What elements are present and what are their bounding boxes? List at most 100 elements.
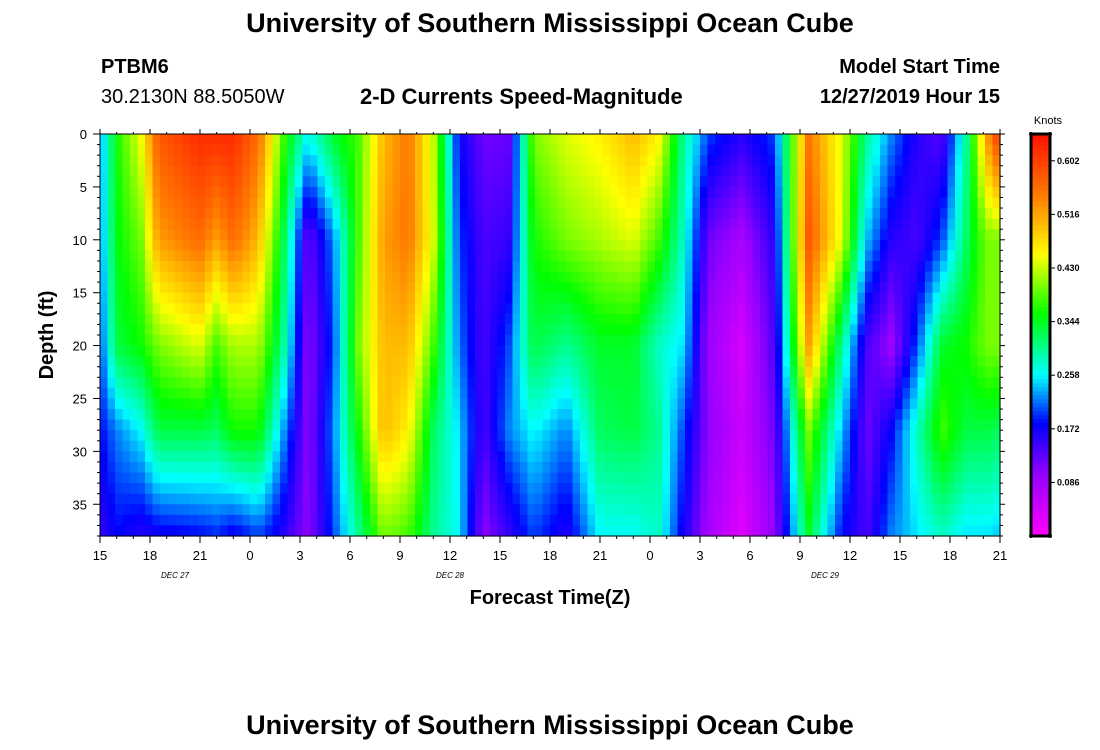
heatmap-cell <box>962 493 971 505</box>
heatmap-cell <box>415 292 424 304</box>
heatmap-cell <box>137 292 146 304</box>
heatmap-cell <box>130 345 139 357</box>
heatmap-cell <box>602 419 611 431</box>
heatmap-cell <box>565 398 574 410</box>
heatmap-cell <box>422 504 431 516</box>
heatmap-cell <box>362 461 371 474</box>
heatmap-cell <box>662 398 671 410</box>
heatmap-cell <box>677 271 686 283</box>
heatmap-cell <box>152 229 161 241</box>
heatmap-cell <box>340 483 349 495</box>
heatmap-cell <box>422 387 431 400</box>
heatmap-cell <box>340 271 349 283</box>
heatmap-cell <box>415 366 424 378</box>
heatmap-cell <box>587 271 596 283</box>
heatmap-cell <box>407 250 416 262</box>
heatmap-cell <box>452 134 461 146</box>
heatmap-cell <box>797 514 806 527</box>
heatmap-cell <box>955 186 964 199</box>
heatmap-cell <box>782 419 791 431</box>
heatmap-cell <box>475 398 484 410</box>
heatmap-cell <box>565 313 574 326</box>
heatmap-cell <box>287 271 296 283</box>
heatmap-cell <box>190 525 199 537</box>
heatmap-cell <box>520 292 529 304</box>
heatmap-cell <box>152 525 161 537</box>
heatmap-cell <box>242 134 251 146</box>
heatmap-cell <box>332 313 341 326</box>
heatmap-cell <box>130 229 139 241</box>
heatmap-cell <box>805 186 814 199</box>
heatmap-cell <box>385 176 394 188</box>
heatmap-cell <box>850 409 859 421</box>
heatmap-cell <box>632 472 641 484</box>
heatmap-cell <box>775 239 784 251</box>
heatmap-cell <box>655 134 664 146</box>
heatmap-cell <box>580 419 589 431</box>
heatmap-cell <box>917 282 926 294</box>
heatmap-cell <box>760 144 769 156</box>
heatmap-cell <box>310 430 319 442</box>
heatmap-cell <box>827 483 836 495</box>
heatmap-cell <box>602 282 611 294</box>
heatmap-cell <box>737 377 746 389</box>
heatmap-cell <box>340 229 349 241</box>
heatmap-cell <box>430 239 439 251</box>
heatmap-cell <box>400 292 409 304</box>
heatmap-cell <box>745 430 754 442</box>
heatmap-cell <box>707 525 716 537</box>
heatmap-cell <box>902 493 911 505</box>
heatmap-cell <box>940 345 949 357</box>
heatmap-cell <box>872 356 881 368</box>
heatmap-cell <box>317 324 326 336</box>
heatmap-cell <box>737 134 746 146</box>
heatmap-cell <box>925 218 934 230</box>
heatmap-cell <box>550 430 559 442</box>
heatmap-cell <box>527 250 536 262</box>
heatmap-cell <box>175 356 184 368</box>
heatmap-cell <box>535 303 544 315</box>
heatmap-cell <box>490 229 499 241</box>
heatmap-cell <box>572 430 581 442</box>
heatmap-cell <box>445 197 454 209</box>
heatmap-cell <box>400 430 409 442</box>
heatmap-cell <box>175 430 184 442</box>
heatmap-cell <box>977 218 986 230</box>
x-tick-label: 21 <box>593 548 607 563</box>
heatmap-cell <box>715 472 724 484</box>
heatmap-cell <box>325 483 334 495</box>
heatmap-cell <box>197 483 206 495</box>
colorbar-segment <box>1031 415 1050 421</box>
heatmap-cell <box>827 472 836 484</box>
heatmap-cell <box>647 356 656 368</box>
heatmap-cell <box>250 345 259 357</box>
heatmap-cell <box>865 335 874 347</box>
heatmap-cell <box>400 504 409 516</box>
heatmap-cell <box>385 430 394 442</box>
heatmap-cell <box>797 165 806 177</box>
heatmap-cell <box>707 430 716 442</box>
heatmap-cell <box>407 208 416 220</box>
heatmap-cell <box>947 176 956 188</box>
heatmap-cell <box>730 504 739 516</box>
heatmap-cell <box>145 282 154 294</box>
heatmap-cell <box>122 165 131 177</box>
heatmap-cell <box>542 239 551 251</box>
heatmap-cell <box>175 208 184 220</box>
heatmap-cell <box>115 440 124 452</box>
heatmap-cell <box>325 377 334 389</box>
heatmap-cell <box>197 440 206 452</box>
heatmap-cell <box>610 218 619 230</box>
heatmap-cell <box>872 282 881 294</box>
heatmap-cell <box>692 335 701 347</box>
heatmap-cell <box>167 430 176 442</box>
heatmap-cell <box>317 197 326 209</box>
heatmap-cell <box>820 165 829 177</box>
heatmap-cell <box>235 197 244 209</box>
heatmap-cell <box>572 366 581 378</box>
heatmap-cell <box>715 144 724 156</box>
colorbar-segment <box>1031 230 1050 236</box>
heatmap-cell <box>962 229 971 241</box>
heatmap-cell <box>100 356 109 368</box>
heatmap-cell <box>115 165 124 177</box>
